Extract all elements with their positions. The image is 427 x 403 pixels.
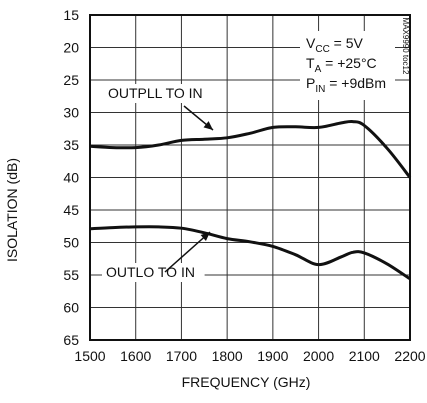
series-line-outlo: [89, 225, 411, 281]
y-tick-label: 45: [63, 202, 79, 218]
y-axis-label: ISOLATION (dB): [4, 158, 20, 262]
x-tick-label: 2200: [394, 348, 425, 364]
y-tick-label: 35: [63, 137, 79, 153]
label-outlo: OUTLO TO IN: [106, 264, 195, 280]
series-lines: [89, 119, 412, 281]
condition-ta: TA = +25°C: [306, 55, 377, 75]
figure-id: MAX9990 toc12: [401, 18, 410, 75]
series-line-outpll: [89, 119, 412, 179]
x-tick-label: 2100: [349, 348, 380, 364]
x-tick-labels: 1500 1600 1700 1800 1900 2000 2100 2200: [74, 348, 425, 364]
series-annotations: OUTPLL TO IN OUTLO TO IN: [102, 84, 216, 282]
label-outlo-bg: [102, 263, 205, 282]
x-tick-label: 1700: [166, 348, 197, 364]
y-tick-label: 55: [63, 267, 79, 283]
y-tick-label: 40: [63, 170, 79, 186]
x-tick-label: 1800: [212, 348, 243, 364]
label-outlo-arrow: [164, 231, 211, 273]
y-tick-label: 50: [63, 235, 79, 251]
label-outpll-bg: [104, 84, 216, 103]
x-tick-label: 1900: [257, 348, 288, 364]
y-tick-label: 15: [63, 7, 79, 23]
x-tick-label: 2000: [303, 348, 334, 364]
x-tick-label: 1600: [120, 348, 151, 364]
label-outlo-arrowhead: [200, 232, 210, 241]
grid: [90, 15, 410, 340]
x-tick-label: 1500: [74, 348, 105, 364]
condition-pin: PIN = +9dBm: [306, 75, 386, 95]
y-tick-label: 60: [63, 300, 79, 316]
condition-vcc: VCC = 5V: [306, 35, 364, 55]
label-outpll: OUTPLL TO IN: [108, 85, 203, 101]
y-tick-labels: 15 20 25 30 35 40 45 50 55 60 65: [63, 7, 79, 348]
y-tick-label: 30: [63, 105, 79, 121]
y-tick-label: 65: [63, 332, 79, 348]
label-outpll-arrowhead: [203, 121, 213, 130]
y-tick-label: 20: [63, 40, 79, 56]
conditions-bg: [300, 31, 395, 100]
y-tick-label: 25: [63, 72, 79, 88]
x-axis-label: FREQUENCY (GHz): [182, 374, 311, 390]
